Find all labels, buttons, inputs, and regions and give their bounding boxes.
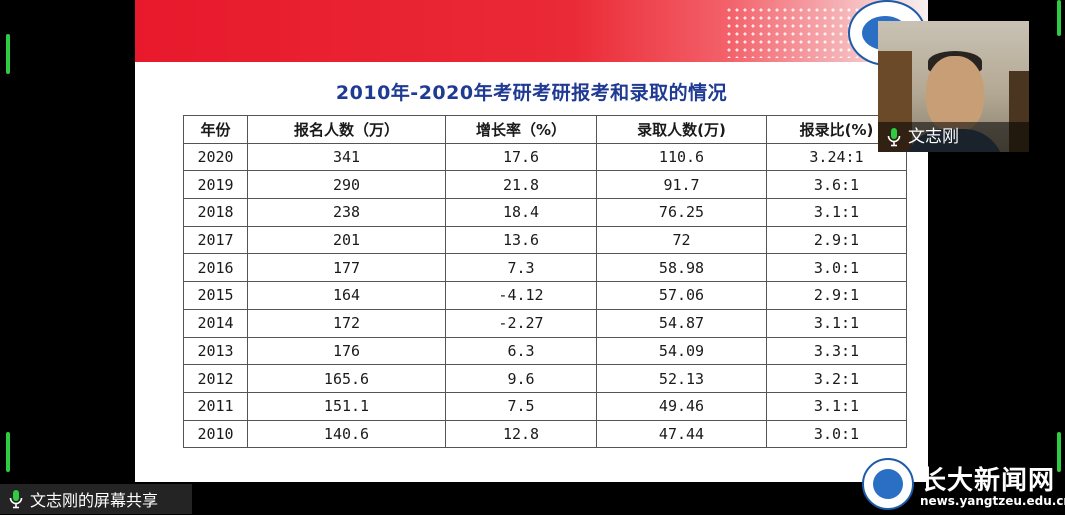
slide-banner	[135, 0, 928, 62]
cell-ratio: 3.0:1	[766, 419, 907, 449]
cell-growth-rate: 12.8	[445, 419, 597, 449]
cell-applicants: 201	[247, 225, 446, 255]
cell-applicants: 176	[247, 336, 446, 366]
cell-admitted: 52.13	[596, 364, 767, 393]
watermark-logo	[862, 458, 914, 510]
header-year: 年份	[183, 115, 248, 144]
cell-growth-rate: -2.27	[445, 308, 597, 338]
cell-ratio: 3.1:1	[766, 198, 907, 227]
cell-admitted: 110.6	[596, 142, 767, 172]
cell-applicants: 341	[247, 142, 446, 172]
cell-applicants: 165.6	[247, 364, 446, 393]
header-admitted: 录取人数(万)	[596, 115, 767, 144]
cell-year: 2010	[183, 419, 248, 449]
cell-year: 2015	[183, 281, 248, 310]
cell-year: 2016	[183, 253, 248, 283]
cell-growth-rate: 21.8	[445, 170, 597, 200]
cell-admitted: 57.06	[596, 281, 767, 310]
news-watermark: 长大新闻网 news.yangtzeu.edu.cn	[862, 456, 1065, 515]
cell-applicants: 172	[247, 308, 446, 338]
table-row: 2016 177 7.3 58.98 3.0:1	[183, 253, 907, 283]
table-row: 2015 164 -4.12 57.06 2.9:1	[183, 281, 907, 310]
cell-admitted: 91.7	[596, 170, 767, 200]
participant-name: 文志刚	[908, 127, 959, 147]
cell-year: 2012	[183, 364, 248, 393]
cell-ratio: 3.2:1	[766, 364, 907, 393]
cell-ratio: 3.1:1	[766, 391, 907, 421]
edge-indicator	[6, 432, 10, 472]
header-growth-rate: 增长率（%）	[445, 115, 597, 144]
cell-year: 2013	[183, 336, 248, 366]
table-row: 2011 151.1 7.5 49.46 3.1:1	[183, 391, 907, 421]
cell-year: 2018	[183, 198, 248, 227]
table-row: 2012 165.6 9.6 52.13 3.2:1	[183, 364, 907, 393]
cell-ratio: 2.9:1	[766, 281, 907, 310]
cell-year: 2020	[183, 142, 248, 172]
cell-ratio: 3.6:1	[766, 170, 907, 200]
cell-applicants: 290	[247, 170, 446, 200]
cell-applicants: 140.6	[247, 419, 446, 449]
table-row: 2013 176 6.3 54.09 3.3:1	[183, 336, 907, 366]
table-header-row: 年份 报名人数（万） 增长率（%） 录取人数(万) 报录比(%)	[183, 115, 907, 144]
cell-growth-rate: 13.6	[445, 225, 597, 255]
participant-name-label: 文志刚	[878, 122, 1029, 152]
table-row: 2020 341 17.6 110.6 3.24:1	[183, 142, 907, 172]
cell-ratio: 3.3:1	[766, 336, 907, 366]
slide-title: 2010年-2020年考研考研报考和录取的情况	[335, 82, 728, 104]
admissions-table: 年份 报名人数（万） 增长率（%） 录取人数(万) 报录比(%) 2020 341…	[183, 115, 907, 449]
cell-admitted: 54.87	[596, 308, 767, 338]
cell-ratio: 3.0:1	[766, 253, 907, 283]
table-row: 2017 201 13.6 72 2.9:1	[183, 225, 907, 255]
screen-share-text: 文志刚的屏幕共享	[30, 491, 159, 510]
edge-indicator	[1057, 432, 1061, 472]
cell-admitted: 76.25	[596, 198, 767, 227]
cell-admitted: 72	[596, 225, 767, 255]
table-row: 2018 238 18.4 76.25 3.1:1	[183, 198, 907, 227]
table-row: 2019 290 21.8 91.7 3.6:1	[183, 170, 907, 200]
table-row: 2010 140.6 12.8 47.44 3.0:1	[183, 419, 907, 449]
cell-ratio: 3.1:1	[766, 308, 907, 338]
edge-indicator	[6, 34, 10, 74]
cell-admitted: 49.46	[596, 391, 767, 421]
cell-growth-rate: 17.6	[445, 142, 597, 172]
table-body: 2020 341 17.6 110.6 3.24:1 2019 290 21.8 91.7 3.6…	[183, 142, 907, 449]
cell-admitted: 58.98	[596, 253, 767, 283]
cell-growth-rate: -4.12	[445, 281, 597, 310]
cell-applicants: 164	[247, 281, 446, 310]
cell-year: 2017	[183, 225, 248, 255]
cell-applicants: 151.1	[247, 391, 446, 421]
cell-growth-rate: 9.6	[445, 364, 597, 393]
cell-growth-rate: 18.4	[445, 198, 597, 227]
microphone-icon	[886, 127, 902, 147]
header-applicants: 报名人数（万）	[247, 115, 446, 144]
microphone-icon	[8, 489, 24, 509]
cell-year: 2011	[183, 391, 248, 421]
cell-growth-rate: 7.5	[445, 391, 597, 421]
cell-applicants: 177	[247, 253, 446, 283]
edge-indicator	[1057, 0, 1061, 36]
cell-year: 2019	[183, 170, 248, 200]
screen-share-label: 文志刚的屏幕共享	[0, 484, 192, 514]
cell-growth-rate: 6.3	[445, 336, 597, 366]
cell-year: 2014	[183, 308, 248, 338]
table-row: 2014 172 -2.27 54.87 3.1:1	[183, 308, 907, 338]
cell-admitted: 54.09	[596, 336, 767, 366]
cell-growth-rate: 7.3	[445, 253, 597, 283]
watermark-title: 长大新闻网	[920, 466, 1056, 496]
cell-admitted: 47.44	[596, 419, 767, 449]
cell-applicants: 238	[247, 198, 446, 227]
watermark-url: news.yangtzeu.edu.cn	[920, 494, 1065, 508]
shared-slide: 2010年-2020年考研考研报考和录取的情况 年份 报名人数（万） 增长率（%…	[135, 0, 928, 482]
cell-ratio: 2.9:1	[766, 225, 907, 255]
